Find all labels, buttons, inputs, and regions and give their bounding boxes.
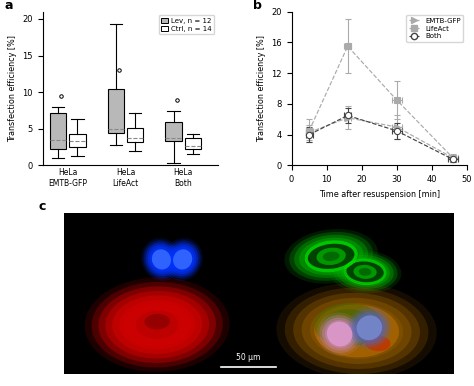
Text: b: b: [253, 0, 262, 12]
Legend: EMTB-GFP, LifeAct, Both: EMTB-GFP, LifeAct, Both: [406, 15, 464, 42]
Ellipse shape: [344, 259, 386, 284]
Ellipse shape: [91, 282, 223, 367]
Ellipse shape: [322, 318, 357, 350]
Bar: [165, 122, 182, 141]
Ellipse shape: [167, 242, 199, 276]
Text: c: c: [38, 200, 46, 213]
Ellipse shape: [299, 237, 363, 275]
Ellipse shape: [294, 235, 368, 278]
Ellipse shape: [164, 240, 201, 279]
Bar: [69, 134, 85, 147]
Ellipse shape: [337, 255, 394, 289]
Ellipse shape: [301, 298, 411, 364]
Ellipse shape: [344, 259, 386, 284]
Ellipse shape: [123, 303, 191, 347]
Legend: Lev, n = 12, Ctrl, n = 14: Lev, n = 12, Ctrl, n = 14: [159, 15, 215, 34]
Ellipse shape: [144, 240, 180, 279]
Ellipse shape: [169, 245, 197, 274]
Ellipse shape: [119, 300, 195, 350]
Ellipse shape: [145, 314, 170, 329]
Ellipse shape: [317, 313, 363, 356]
Ellipse shape: [327, 322, 352, 346]
Ellipse shape: [365, 335, 391, 351]
Bar: [108, 88, 124, 132]
Text: a: a: [4, 0, 13, 12]
Ellipse shape: [352, 312, 387, 344]
Bar: [127, 128, 143, 142]
Ellipse shape: [163, 238, 203, 281]
Ellipse shape: [333, 252, 398, 291]
Ellipse shape: [293, 293, 420, 369]
Y-axis label: Transfection efficiency [%]: Transfection efficiency [%]: [8, 35, 17, 142]
Ellipse shape: [346, 306, 392, 349]
Ellipse shape: [141, 238, 182, 281]
Ellipse shape: [150, 247, 173, 272]
Ellipse shape: [105, 291, 209, 359]
Ellipse shape: [173, 249, 192, 269]
Ellipse shape: [356, 315, 382, 340]
Ellipse shape: [136, 311, 178, 339]
Ellipse shape: [276, 283, 437, 379]
Ellipse shape: [329, 250, 401, 293]
Ellipse shape: [285, 288, 428, 374]
Ellipse shape: [354, 265, 377, 279]
Y-axis label: Transfection efficiency [%]: Transfection efficiency [%]: [257, 35, 266, 142]
Ellipse shape: [152, 249, 171, 269]
Ellipse shape: [284, 229, 378, 284]
Ellipse shape: [85, 278, 230, 372]
Ellipse shape: [325, 320, 355, 348]
Ellipse shape: [319, 315, 360, 353]
Ellipse shape: [314, 305, 399, 357]
Text: 50 μm: 50 μm: [236, 353, 261, 362]
X-axis label: Time after resuspension [min]: Time after resuspension [min]: [319, 190, 440, 199]
Ellipse shape: [349, 309, 390, 347]
Ellipse shape: [146, 242, 177, 276]
Ellipse shape: [314, 303, 382, 347]
Ellipse shape: [147, 245, 175, 274]
Ellipse shape: [289, 232, 373, 281]
Bar: [185, 138, 201, 149]
Ellipse shape: [310, 303, 403, 359]
Ellipse shape: [99, 286, 216, 363]
Ellipse shape: [304, 240, 358, 272]
Bar: [50, 113, 66, 149]
Ellipse shape: [112, 295, 202, 354]
Ellipse shape: [171, 247, 194, 272]
Ellipse shape: [323, 309, 374, 340]
Ellipse shape: [340, 257, 390, 287]
Ellipse shape: [317, 247, 346, 265]
Ellipse shape: [304, 240, 358, 272]
Ellipse shape: [355, 314, 384, 342]
Ellipse shape: [323, 252, 339, 261]
Ellipse shape: [359, 268, 372, 276]
